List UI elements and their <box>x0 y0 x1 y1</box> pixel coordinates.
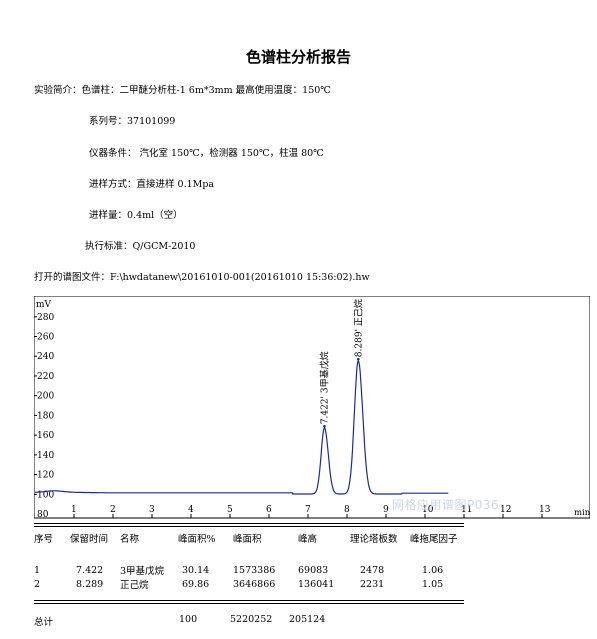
injection-volume: 进样量：0.4ml（空） <box>89 210 183 221</box>
cell: 69.86 <box>182 578 210 590</box>
peak-labels: 7.422' 3甲基戊烷 8.289' 正己烷 <box>318 299 364 428</box>
x-tick-label: 10 <box>422 505 434 515</box>
cell: 1573386 <box>233 564 276 576</box>
table-header-row: 序号 保留时间 名称 峰面积% 峰面积 峰高 理论塔板数 峰拖尾因子 <box>34 531 458 545</box>
cell: 2231 <box>360 578 385 590</box>
x-axis: 1 2 3 4 5 6 7 8 9 10 11 12 13 <box>71 505 551 518</box>
col-header: 序号 <box>34 534 54 545</box>
cell: 30.14 <box>182 564 210 576</box>
y-tick-label: 280 <box>37 313 54 323</box>
results-table: 序号 保留时间 名称 峰面积% 峰面积 峰高 理论塔板数 峰拖尾因子 1 7.4… <box>34 531 458 591</box>
col-header: 理论塔板数 <box>350 534 398 545</box>
col-header: 名称 <box>120 534 140 545</box>
table-bottom-rule-2 <box>34 603 464 604</box>
total-height: 205124 <box>289 614 326 625</box>
standard: 执行标准：Q/GCM-2010 <box>85 241 196 252</box>
peak-label: 7.422' 3甲基戊烷 <box>318 351 330 424</box>
y-tick-label: 120 <box>37 471 54 481</box>
y-axis: 100 120 140 160 180 200 220 240 260 280 80 <box>34 313 54 520</box>
y-tick-label: 140 <box>37 451 54 461</box>
cell: 8.289 <box>76 578 104 590</box>
total-percent: 100 <box>179 614 198 625</box>
table-top-rule <box>34 523 464 524</box>
total-label: 总计 <box>34 617 54 628</box>
y-tick-label: 180 <box>37 411 54 421</box>
cell: 1 <box>34 564 41 576</box>
serial-number: 系列号：37101099 <box>89 116 176 127</box>
injection-mode: 进样方式：直接进样 0.1Mpa <box>89 179 215 190</box>
peak-apex-marker <box>356 357 360 361</box>
col-header: 峰面积 <box>233 534 262 545</box>
x-tick-label: 2 <box>110 505 116 515</box>
col-header: 峰高 <box>298 534 318 545</box>
y-tick-label: 220 <box>37 372 54 382</box>
y-tick-label: 200 <box>37 392 54 402</box>
cell: 1.06 <box>422 564 444 576</box>
table-bottom-rule <box>34 600 464 601</box>
col-header: 峰面积% <box>178 534 216 545</box>
x-tick-label: 4 <box>188 505 194 515</box>
cell: 2 <box>34 578 41 590</box>
x-tick-label: 13 <box>539 505 551 515</box>
x-tick-label: 8 <box>344 505 350 515</box>
cell: 3646866 <box>233 578 276 590</box>
x-tick-label: 9 <box>383 505 389 515</box>
col-header: 保留时间 <box>70 534 109 545</box>
col-header: 峰拖尾因子 <box>410 534 458 545</box>
cell: 1.05 <box>422 578 444 590</box>
table-row: 1 7.422 3甲基戊烷 30.14 1573386 69083 2478 1… <box>34 563 458 578</box>
watermark: 网格应用谱图P036 <box>392 498 500 512</box>
y-bottom-label: 80 <box>37 510 49 520</box>
x-tick-label: 6 <box>266 505 272 515</box>
x-tick-label: 3 <box>149 505 155 515</box>
cell: 7.422 <box>76 564 104 576</box>
report-title: 色谱柱分析报告 <box>245 48 351 66</box>
y-tick-label: 260 <box>37 333 54 343</box>
y-tick-label: 160 <box>37 431 54 441</box>
x-tick-label: 11 <box>461 505 472 515</box>
x-tick-label: 12 <box>500 505 511 515</box>
cell: 3甲基戊烷 <box>120 566 165 577</box>
cell: 136041 <box>298 578 335 590</box>
chromatogram-trace <box>35 359 449 495</box>
table-row: 2 8.289 正己烷 69.86 3646866 136041 2231 1.… <box>34 577 458 592</box>
total-area: 5220252 <box>230 614 273 625</box>
experiment-intro: 实验简介：色谱柱：二甲醚分析柱-1 6m*3mm 最高使用温度：150℃ <box>34 85 331 96</box>
y-tick-label: 100 <box>37 490 54 500</box>
peak-label: 8.289' 正己烷 <box>352 299 364 357</box>
x-tick-label: 5 <box>227 505 233 515</box>
y-axis-label: mV <box>36 300 52 310</box>
cell: 2478 <box>360 564 385 576</box>
plot-frame <box>34 296 590 519</box>
cell: 69083 <box>298 564 329 576</box>
cell: 正己烷 <box>120 580 149 591</box>
y-tick-label: 240 <box>37 352 54 362</box>
x-tick-label: 1 <box>71 505 77 515</box>
table-top-rule-2 <box>34 526 464 527</box>
peak-apex-marker <box>323 424 326 428</box>
instrument-conditions: 仪器条件： 汽化室 150℃，检测器 150℃，柱温 80℃ <box>89 148 324 159</box>
chromatogram-file: 打开的谱图文件：F:\hwdatanew\20161010-001(201610… <box>34 272 370 283</box>
x-axis-label: min <box>574 508 590 518</box>
x-tick-label: 7 <box>305 505 311 515</box>
